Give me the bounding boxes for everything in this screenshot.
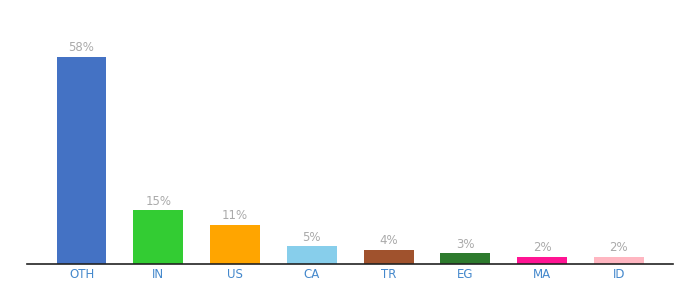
- Text: 4%: 4%: [379, 234, 398, 247]
- Text: 2%: 2%: [533, 242, 551, 254]
- Text: 11%: 11%: [222, 209, 248, 222]
- Text: 58%: 58%: [69, 41, 95, 54]
- Text: 15%: 15%: [146, 195, 171, 208]
- Text: 2%: 2%: [609, 242, 628, 254]
- Bar: [517, 257, 567, 264]
- Bar: [441, 253, 490, 264]
- Text: 5%: 5%: [303, 231, 321, 244]
- Bar: [594, 257, 644, 264]
- Bar: [133, 210, 183, 264]
- Bar: [56, 57, 107, 264]
- Bar: [364, 250, 413, 264]
- Bar: [287, 246, 337, 264]
- Text: 3%: 3%: [456, 238, 475, 251]
- Bar: [210, 225, 260, 264]
